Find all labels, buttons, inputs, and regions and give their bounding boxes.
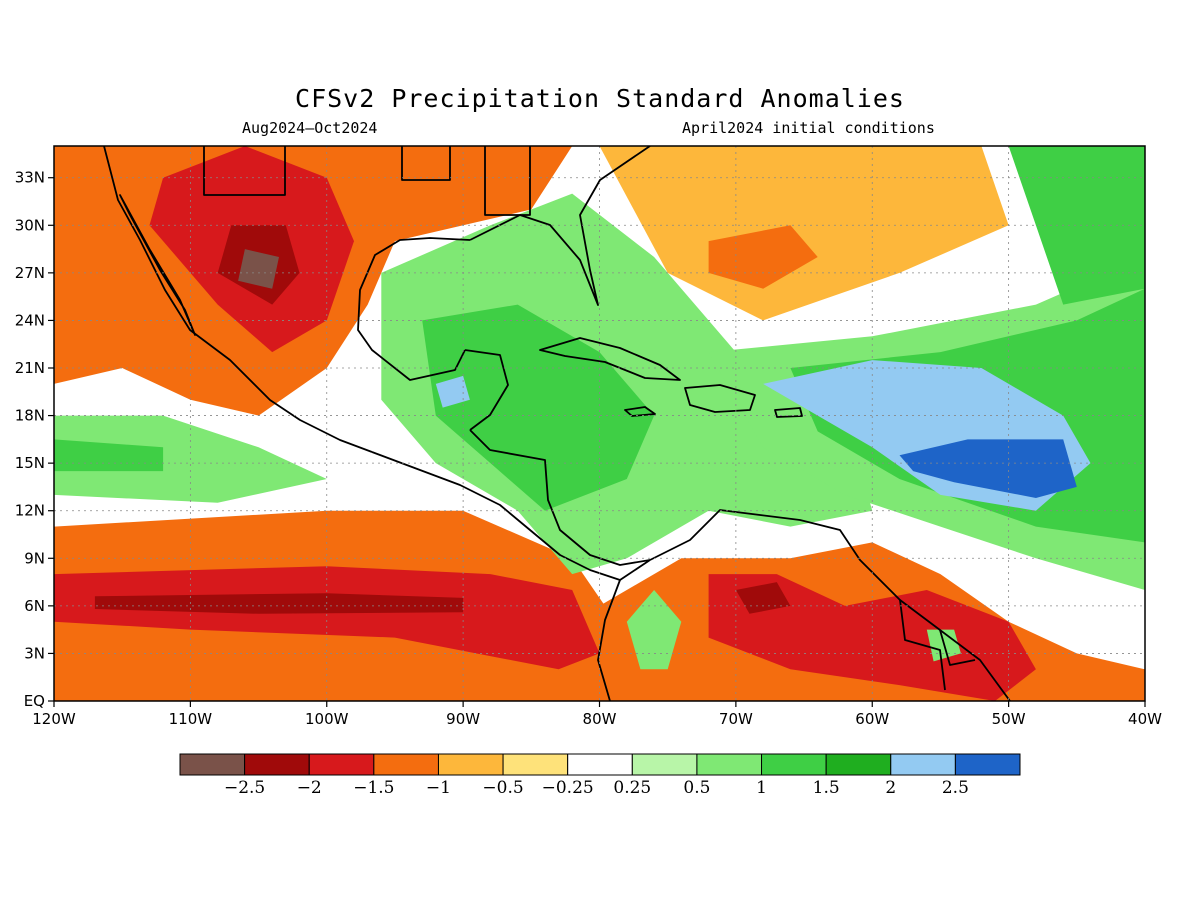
colorbar-label: −2 <box>297 778 322 798</box>
y-tick-label: EQ <box>24 692 45 710</box>
x-tick-label: 110W <box>169 710 213 728</box>
anomaly-region-itcz-dry-deep <box>94 593 464 614</box>
colorbar-swatch <box>308 753 375 776</box>
colorbar-swatch <box>825 753 892 776</box>
jamaica-outline <box>624 406 656 417</box>
map-title: CFSv2 Precipitation Standard Anomalies <box>295 84 905 113</box>
x-tick-label: 50W <box>992 710 1026 728</box>
x-tick-label: 80W <box>583 710 617 728</box>
y-tick-label: 27N <box>15 264 45 282</box>
yucatan-coast <box>464 349 509 431</box>
colorbar-label: 2 <box>885 778 896 798</box>
colorbar-swatch <box>502 753 569 776</box>
colorbar-swatch <box>696 753 763 776</box>
x-tick-label: 90W <box>446 710 480 728</box>
central-america-coast <box>371 451 651 581</box>
anomaly-region-atlantic-extreme-wet <box>899 439 1077 498</box>
colorbar-label: 1.5 <box>813 778 840 798</box>
y-tick-label: 18N <box>15 407 45 425</box>
coastline-layer <box>103 146 1011 701</box>
x-tick-label: 120W <box>32 710 76 728</box>
anomaly-region-andes-wet-patch <box>626 590 682 670</box>
anomaly-region-caribbean-wet-core <box>422 304 655 511</box>
colorbar-label: −1 <box>426 778 451 798</box>
y-tick-label: 3N <box>24 644 45 662</box>
colorbar-swatch <box>567 753 633 776</box>
colorbar-label: −1.5 <box>353 778 394 798</box>
anomaly-region-venezuela-deep <box>735 582 791 614</box>
central-america-caribbean-coast <box>469 429 651 566</box>
south-america-coast <box>597 509 1011 701</box>
x-tick-label: 60W <box>855 710 889 728</box>
mexico-coastline <box>103 146 373 453</box>
colorbar-swatch <box>761 753 827 776</box>
colorbar-label: −2.5 <box>224 778 265 798</box>
colorbar-label: 0.25 <box>613 778 651 798</box>
y-tick-label: 21N <box>15 359 45 377</box>
anomaly-region-gulf-caribbean-wet <box>381 193 873 575</box>
y-tick-label: 12N <box>15 502 45 520</box>
colorbar-swatch <box>244 753 310 776</box>
initial-conditions: April2024 initial conditions <box>682 119 935 137</box>
gulf-coast <box>357 237 471 381</box>
anomaly-fill-layer <box>54 146 1145 701</box>
colorbar-label: −0.5 <box>482 778 523 798</box>
colorbar-swatch <box>954 753 1021 776</box>
latitude-axis: EQ 3N 6N 9N 12N 15N 18N 21N 24N 27N 30N 33N <box>15 169 54 710</box>
colorbar-label: −0.25 <box>542 778 594 798</box>
x-tick-label: 70W <box>719 710 753 728</box>
y-tick-label: 9N <box>24 549 45 567</box>
us-borders <box>203 146 531 216</box>
colorbar: −2.5 −2 −1.5 −1 −0.5 −0.25 0.25 0.5 1 1.5 2 2.5 <box>179 753 1021 798</box>
guiana-borders <box>899 599 976 691</box>
colorbar-swatch <box>631 753 698 776</box>
colorbar-swatch <box>437 753 504 776</box>
anomaly-region-subtropical-atlantic-dry <box>599 146 1009 321</box>
cuba-outline <box>539 337 681 381</box>
colorbar-label: 1 <box>756 778 767 798</box>
anomaly-region-pacific-wet-core <box>54 439 164 472</box>
y-tick-label: 6N <box>24 597 45 615</box>
y-tick-label: 33N <box>15 169 45 187</box>
forecast-period: Aug2024–Oct2024 <box>242 119 378 137</box>
colorbar-swatch <box>179 753 246 776</box>
hispaniola-outline <box>684 384 756 413</box>
baja-peninsula <box>119 194 196 336</box>
florida-coast <box>469 146 651 306</box>
y-tick-label: 15N <box>15 454 45 472</box>
longitude-axis: 120W 110W 100W 90W 80W 70W 60W 50W 40W <box>32 701 1162 728</box>
colorbar-label: 0.5 <box>683 778 710 798</box>
x-tick-label: 100W <box>305 710 349 728</box>
x-tick-label: 40W <box>1128 710 1162 728</box>
colorbar-swatch <box>890 753 956 776</box>
anomaly-region-northeast-atlantic-wet <box>1008 146 1145 305</box>
y-tick-label: 24N <box>15 311 45 329</box>
graticule <box>54 146 1145 701</box>
colorbar-label: 2.5 <box>942 778 969 798</box>
anomaly-region-yucatan-very-wet <box>435 375 470 408</box>
y-tick-label: 30N <box>15 216 45 234</box>
puerto-rico-outline <box>774 407 803 418</box>
anomaly-region-mexico-extreme <box>238 249 279 289</box>
colorbar-swatch <box>373 753 439 776</box>
